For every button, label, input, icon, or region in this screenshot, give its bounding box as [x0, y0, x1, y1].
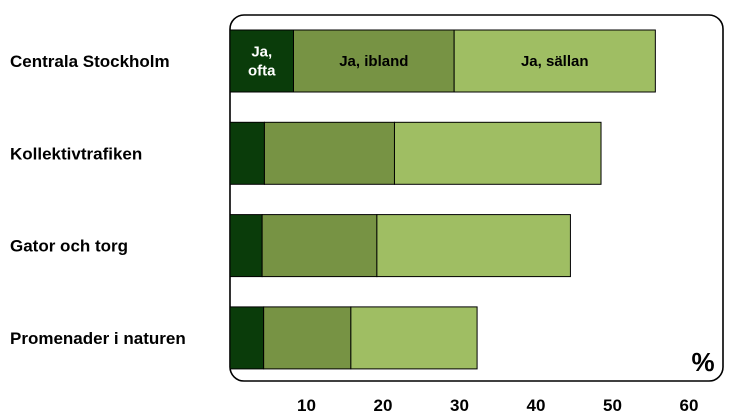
series-label-ja-ofta-line-2: ofta: [248, 63, 276, 80]
unit-label: %: [691, 347, 714, 377]
bar-ja-ofta-centrala-stockholm: [229, 29, 294, 93]
bar-ja-s-llan-gator-och-torg: [376, 214, 571, 278]
bar-ja-ofta-promenader-i-naturen: [229, 306, 265, 370]
category-label-promenader-i-naturen: Promenader i naturen: [10, 329, 186, 348]
series-label-ja-ibland-line-1: Ja, ibland: [339, 53, 408, 70]
bar-ja-ofta-kollektivtrafiken: [229, 121, 265, 185]
bar-ja-s-llan-promenader-i-naturen: [350, 306, 478, 370]
category-label-centrala-stockholm: Centrala Stockholm: [10, 52, 170, 71]
bar-ja-ofta-gator-och-torg: [229, 214, 263, 278]
bar-ja-ibland-promenader-i-naturen: [263, 306, 352, 370]
bar-ja-s-llan-centrala-stockholm: [453, 29, 656, 93]
category-label-kollektivtrafiken: Kollektivtrafiken: [10, 144, 142, 163]
bars-group: Ja, ofta Ja, ibland Ja, sällan: [229, 29, 656, 370]
category-labels: Centrala Stockholm Kollektivtrafiken Gator…: [10, 52, 186, 348]
x-tick-label-60: 60: [680, 396, 699, 415]
x-tick-label-40: 40: [527, 396, 546, 415]
x-tick-labels: 10 20 30 40 50 60: [297, 396, 698, 415]
plot-frame: [229, 14, 724, 382]
bar-ja-s-llan-kollektivtrafiken: [393, 121, 602, 185]
x-tick-label-20: 20: [374, 396, 393, 415]
category-label-gator-och-torg: Gator och torg: [10, 237, 128, 256]
x-tick-label-50: 50: [603, 396, 622, 415]
series-label-ja-ofta-line-1: Ja,: [251, 44, 272, 61]
bar-ja-ibland-centrala-stockholm: [292, 29, 455, 93]
series-label-ja-s-llan-line-1: Ja, sällan: [521, 53, 589, 70]
bar-ja-ibland-kollektivtrafiken: [263, 121, 395, 185]
x-tick-label-10: 10: [297, 396, 316, 415]
x-tick-label-30: 30: [450, 396, 469, 415]
bar-ja-ibland-gator-och-torg: [261, 214, 378, 278]
